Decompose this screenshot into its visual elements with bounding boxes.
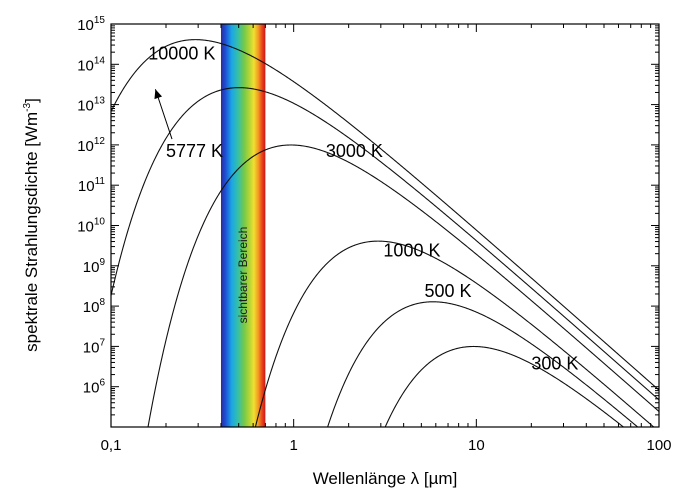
curve-label-10000k: 10000 K bbox=[148, 44, 215, 64]
x-tick-label: 100 bbox=[646, 437, 671, 454]
curve-500k bbox=[327, 301, 639, 427]
curves bbox=[111, 39, 659, 427]
x-tick-label: 0,1 bbox=[101, 437, 122, 454]
y-tick-label: 108 bbox=[83, 297, 106, 316]
x-axis: 0,1 1 10 100 bbox=[101, 24, 672, 454]
curve-1000k bbox=[254, 240, 655, 427]
arrow bbox=[154, 89, 173, 140]
y-tick-label: 1010 bbox=[77, 217, 105, 236]
x-axis-title: Wellenlänge λ [µm] bbox=[313, 469, 458, 488]
y-axis-title-main: spektrale Strahlungsdichte [Wm bbox=[22, 112, 41, 352]
y-tick-label: 1012 bbox=[77, 136, 105, 155]
y-axis: 106 107 108 109 1010 1011 1012 1013 1014 1015 bbox=[77, 15, 659, 428]
y-tick-label: 106 bbox=[83, 378, 106, 397]
y-tick-label: 1014 bbox=[77, 55, 105, 74]
curve-3000k bbox=[147, 144, 659, 427]
y-axis-title-end: ] bbox=[22, 98, 41, 103]
arrow-head bbox=[154, 89, 163, 100]
curve-10000k bbox=[111, 39, 659, 391]
y-tick-label: 1015 bbox=[77, 15, 105, 34]
x-tick-label: 1 bbox=[289, 437, 297, 454]
y-tick-label: 1013 bbox=[77, 96, 105, 115]
curve-label-1000k: 1000 K bbox=[383, 241, 440, 261]
y-axis-title-exp: -3 bbox=[22, 102, 33, 111]
curve-label-300k: 300 K bbox=[531, 353, 578, 373]
curve-label-500k: 500 K bbox=[424, 281, 471, 301]
visible-band-label: sichtbarer Bereich bbox=[236, 227, 250, 324]
x-tick-label: 10 bbox=[468, 437, 485, 454]
visible-band bbox=[220, 24, 266, 427]
curve-label-3000k: 3000 K bbox=[326, 141, 383, 161]
curve-label-5777k: 5777 K bbox=[166, 141, 223, 161]
y-tick-label: 107 bbox=[83, 337, 106, 356]
curve-300k bbox=[384, 345, 625, 427]
y-tick-label: 109 bbox=[83, 257, 106, 276]
y-tick-label: 1011 bbox=[78, 176, 106, 195]
curve-5777k bbox=[111, 87, 659, 401]
curve-labels: 10000 K 5777 K 3000 K 1000 K 500 K 300 K bbox=[148, 44, 578, 374]
y-axis-title: spektrale Strahlungsdichte [Wm-3] bbox=[22, 98, 41, 352]
